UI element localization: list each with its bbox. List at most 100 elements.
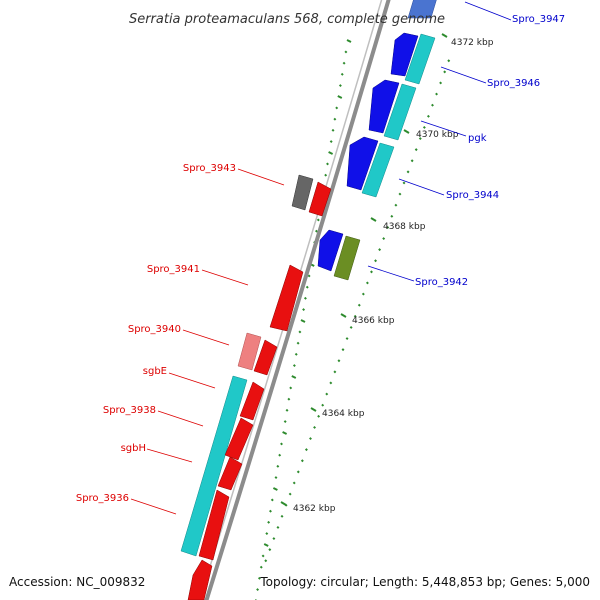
gene-block-red-8[interactable] (187, 559, 213, 600)
tick-dot (329, 381, 333, 385)
leader-spro3941 (201, 269, 249, 286)
leader-spro3942 (367, 265, 415, 282)
tick-dot (282, 431, 288, 435)
tick-dot (402, 181, 406, 185)
tick-dot (296, 341, 300, 345)
tick-dot (382, 237, 386, 240)
tick-dot (398, 192, 402, 196)
tick-dot (422, 125, 426, 129)
map-title: Serratia proteamaculans 568, complete ge… (129, 12, 445, 27)
gene-block-red-2[interactable] (269, 264, 304, 332)
gene-block-cyan-1[interactable] (404, 33, 436, 85)
tick-dot (267, 520, 271, 524)
tick-dot (333, 117, 337, 121)
tick-dot (435, 92, 439, 96)
tick-dot (272, 487, 278, 491)
tick-dot (338, 84, 342, 88)
tick-dot (337, 359, 341, 363)
tick-dot (344, 50, 348, 54)
tick-dot (315, 229, 318, 233)
tick-dot (426, 114, 430, 118)
tick-dot (386, 225, 390, 229)
tick-dot (316, 218, 320, 222)
tick-dot (304, 448, 308, 452)
gene-label-spro3941[interactable]: Spro_3941 (147, 264, 200, 275)
gene-block-blue-3[interactable] (346, 136, 379, 191)
tick-dot (390, 214, 394, 218)
tick-dot (292, 364, 296, 368)
gene-block-cyan-long[interactable] (180, 375, 248, 557)
gene-label-pgk[interactable]: pgk (468, 133, 487, 144)
tick-dot (269, 509, 272, 513)
tick-label-4362: 4362 kbp (293, 504, 336, 514)
tick-dot (414, 148, 418, 152)
gene-label-sgbe[interactable]: sgbE (143, 366, 167, 377)
gene-block-cyan-3[interactable] (361, 142, 395, 198)
tick-dot (278, 453, 282, 457)
tick-dot (357, 303, 361, 307)
gene-block-red-5[interactable] (224, 417, 254, 461)
gene-label-spro3943[interactable]: Spro_3943 (183, 163, 236, 174)
tick-dot (333, 370, 337, 374)
gene-label-spro3938[interactable]: Spro_3938 (103, 405, 156, 416)
tick-dot (313, 425, 317, 429)
forward-strand-genes (317, 0, 437, 281)
tick-4372 (441, 33, 448, 38)
tick-dot (341, 348, 345, 352)
tick-dot (346, 39, 352, 43)
gene-label-spro3936[interactable]: Spro_3936 (76, 493, 129, 504)
leader-sgbh (146, 448, 193, 463)
tick-dot (325, 392, 329, 396)
gene-block-blue-2[interactable] (368, 79, 400, 134)
tick-dot (340, 72, 344, 76)
tick-dot (257, 576, 261, 580)
gene-label-spro3940[interactable]: Spro_3940 (128, 324, 181, 335)
tick-dot (305, 285, 309, 289)
gene-label-spro3946[interactable]: Spro_3946 (487, 78, 540, 89)
tick-dot (303, 296, 307, 300)
gene-block-cyan-2[interactable] (383, 83, 417, 141)
gene-block-grey[interactable] (291, 174, 314, 211)
scale-ticks: 4372 kbp 4370 kbp 4368 kbp 4366 kbp 4364… (280, 33, 494, 514)
reverse-labels: Spro_3943 Spro_3941 Spro_3940 sgbE Spro_… (76, 163, 285, 515)
gene-block-olive[interactable] (333, 235, 361, 281)
leader-spro3938 (157, 410, 204, 427)
gene-block-red-6[interactable] (217, 456, 243, 491)
gene-label-sgbh[interactable]: sgbH (121, 443, 146, 454)
tick-label-4368: 4368 kbp (383, 222, 426, 232)
forward-labels: Spro_3947 Spro_3946 pgk Spro_3944 Spro_3… (367, 1, 565, 288)
gene-block-pink[interactable] (237, 332, 262, 371)
gene-label-spro3944[interactable]: Spro_3944 (446, 190, 499, 201)
gene-label-spro3942[interactable]: Spro_3942 (415, 277, 468, 288)
tick-dot (276, 525, 280, 529)
tick-dot (331, 128, 335, 132)
reverse-strand-genes (180, 174, 332, 600)
gene-block-red-1[interactable] (308, 181, 332, 217)
tick-dot (353, 314, 357, 318)
gene-block-blue-1[interactable] (390, 32, 419, 77)
tick-dot (378, 248, 382, 252)
gene-block-spro3947[interactable] (407, 0, 437, 19)
gene-block-red-7[interactable] (198, 489, 230, 561)
tick-dot (418, 137, 422, 140)
tick-dot (259, 565, 263, 569)
tick-dot (431, 103, 434, 107)
leader-spro3940 (182, 329, 230, 346)
tick-dot (288, 492, 292, 496)
tick-dot (272, 537, 276, 540)
leader-sgbe (168, 372, 216, 389)
gene-block-blue-4[interactable] (317, 229, 344, 272)
tick-dot (337, 95, 343, 99)
tick-dot (329, 140, 333, 144)
tick-4368 (370, 217, 377, 222)
gene-label-spro3947[interactable]: Spro_3947 (512, 14, 565, 25)
accession-text: Accession: NC_009832 (9, 575, 145, 589)
tick-dot (326, 162, 329, 166)
tick-dot (370, 270, 373, 274)
tick-dot (289, 386, 293, 390)
gene-block-red-3[interactable] (253, 339, 278, 376)
tick-dot (264, 559, 268, 563)
gene-block-red-4[interactable] (239, 381, 265, 421)
tick-dot (365, 281, 369, 285)
tick-dot (285, 408, 289, 412)
